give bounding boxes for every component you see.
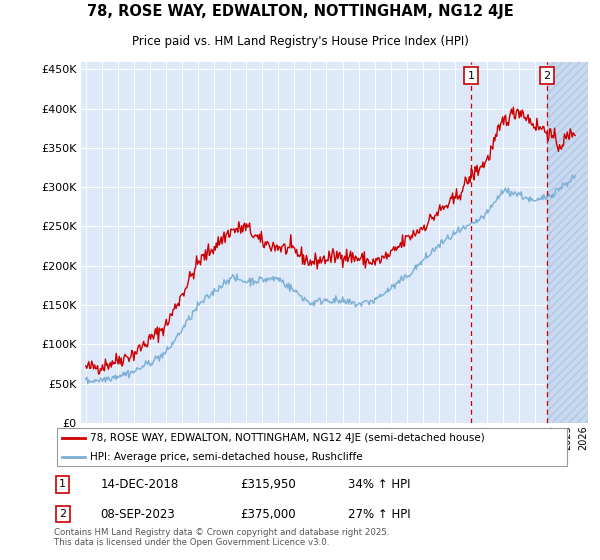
Text: 27% ↑ HPI: 27% ↑ HPI xyxy=(348,507,411,521)
FancyBboxPatch shape xyxy=(56,428,568,466)
Text: 34% ↑ HPI: 34% ↑ HPI xyxy=(348,478,410,491)
Text: Contains HM Land Registry data © Crown copyright and database right 2025.
This d: Contains HM Land Registry data © Crown c… xyxy=(54,528,389,547)
Text: 1: 1 xyxy=(59,479,66,489)
Bar xyxy=(547,62,588,423)
Text: 08-SEP-2023: 08-SEP-2023 xyxy=(100,507,175,521)
Text: 2: 2 xyxy=(59,509,66,519)
Text: 14-DEC-2018: 14-DEC-2018 xyxy=(100,478,179,491)
Text: 78, ROSE WAY, EDWALTON, NOTTINGHAM, NG12 4JE (semi-detached house): 78, ROSE WAY, EDWALTON, NOTTINGHAM, NG12… xyxy=(90,433,485,443)
Text: 78, ROSE WAY, EDWALTON, NOTTINGHAM, NG12 4JE: 78, ROSE WAY, EDWALTON, NOTTINGHAM, NG12… xyxy=(86,4,514,19)
Text: Price paid vs. HM Land Registry's House Price Index (HPI): Price paid vs. HM Land Registry's House … xyxy=(131,35,469,48)
Text: £315,950: £315,950 xyxy=(240,478,296,491)
Text: HPI: Average price, semi-detached house, Rushcliffe: HPI: Average price, semi-detached house,… xyxy=(90,451,363,461)
Text: £375,000: £375,000 xyxy=(240,507,295,521)
Text: 1: 1 xyxy=(467,71,475,81)
Text: 2: 2 xyxy=(544,71,551,81)
